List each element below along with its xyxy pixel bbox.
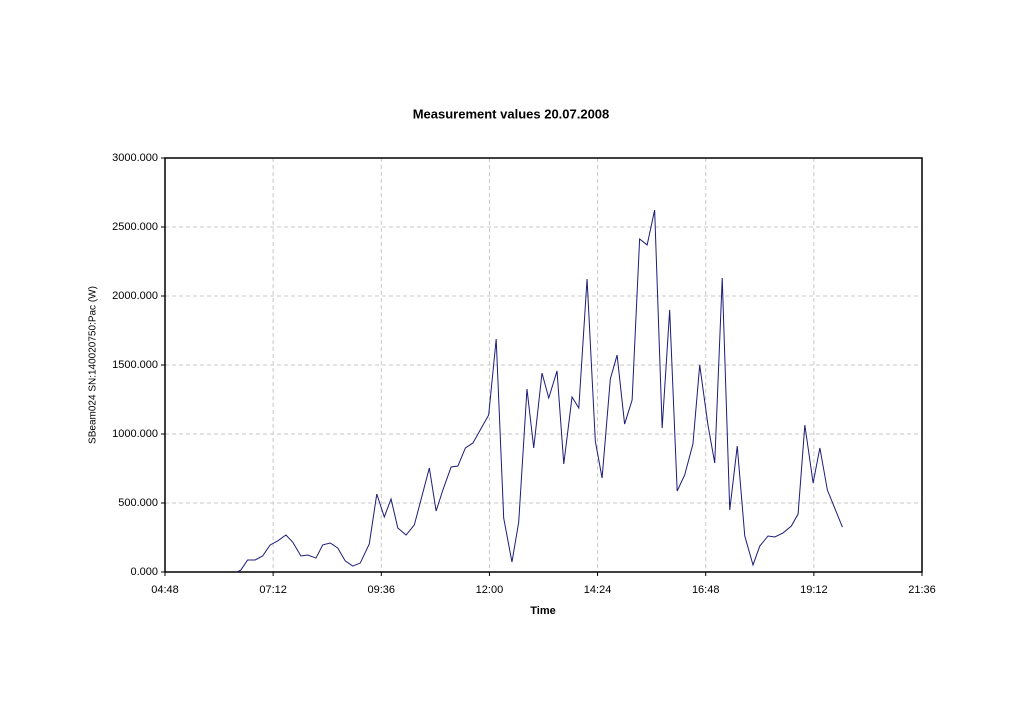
data-line <box>236 209 843 573</box>
y-tick-label: 2000.000 <box>112 290 158 302</box>
x-tick-label: 07:12 <box>259 584 287 596</box>
x-tick-label: 14:24 <box>584 584 612 596</box>
x-tick-label: 04:48 <box>151 584 179 596</box>
y-tick-label: 1000.000 <box>112 428 158 440</box>
x-tick-label: 09:36 <box>368 584 396 596</box>
x-tick-label: 21:36 <box>908 584 936 596</box>
x-axis-label: Time <box>530 605 555 617</box>
y-axis-label: SBeam024 SN:140020750:Pac (W) <box>88 286 99 444</box>
y-tick-label: 2500.000 <box>112 221 158 233</box>
y-tick-label: 500.000 <box>118 497 158 509</box>
y-tick-label: 0.000 <box>130 566 158 578</box>
x-tick-label: 19:12 <box>800 584 828 596</box>
x-tick-label: 16:48 <box>692 584 720 596</box>
y-tick-label: 3000.000 <box>112 152 158 164</box>
x-tick-label: 12:00 <box>476 584 504 596</box>
chart-title: Measurement values 20.07.2008 <box>413 106 610 121</box>
plot-frame <box>164 157 923 573</box>
y-tick-label: 1500.000 <box>112 359 158 371</box>
